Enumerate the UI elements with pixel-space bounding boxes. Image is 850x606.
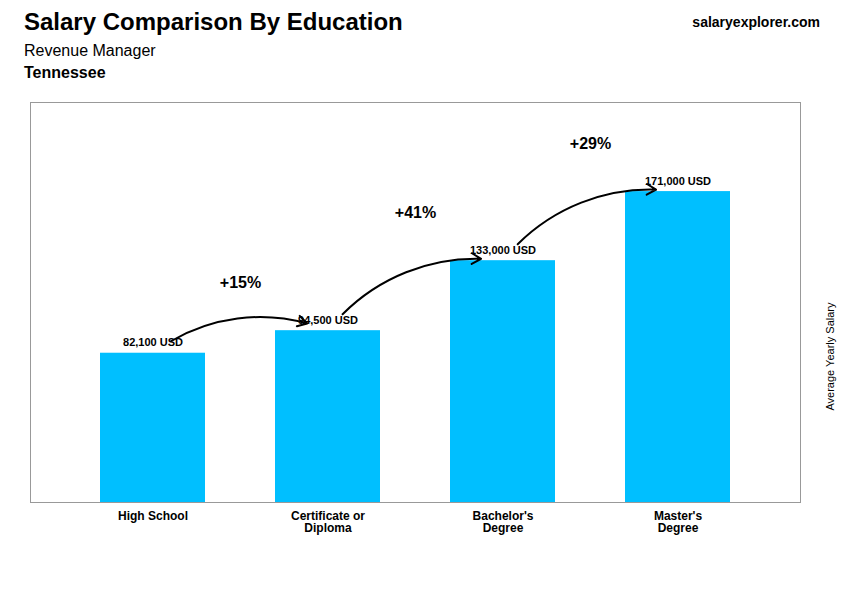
- svg-text:133,000 USD: 133,000 USD: [470, 244, 536, 256]
- html-text:Tennessee: Tennessee: [24, 64, 106, 81]
- svg-text:Average Yearly Salary: Average Yearly Salary: [824, 302, 836, 411]
- svg-text:171,000 USD: 171,000 USD: [645, 175, 711, 187]
- svg-text:+41%: +41%: [395, 204, 436, 221]
- svg-text:+15%: +15%: [220, 274, 261, 291]
- svg-text:Certificate orDiploma: Certificate orDiploma: [291, 509, 365, 535]
- html-text:Revenue Manager: Revenue Manager: [24, 42, 156, 59]
- svg-text:94,500 USD: 94,500 USD: [298, 314, 358, 326]
- svg-text:Master'sDegree: Master'sDegree: [654, 509, 703, 535]
- html-text:salaryexplorer.com: salaryexplorer.com: [692, 14, 820, 30]
- html-text:Salary Comparison By Education: Salary Comparison By Education: [24, 8, 403, 35]
- svg-text:High School: High School: [118, 509, 188, 523]
- svg-text:+29%: +29%: [570, 135, 611, 152]
- svg-text:Bachelor'sDegree: Bachelor'sDegree: [473, 509, 534, 535]
- svg-text:82,100 USD: 82,100 USD: [123, 336, 183, 348]
